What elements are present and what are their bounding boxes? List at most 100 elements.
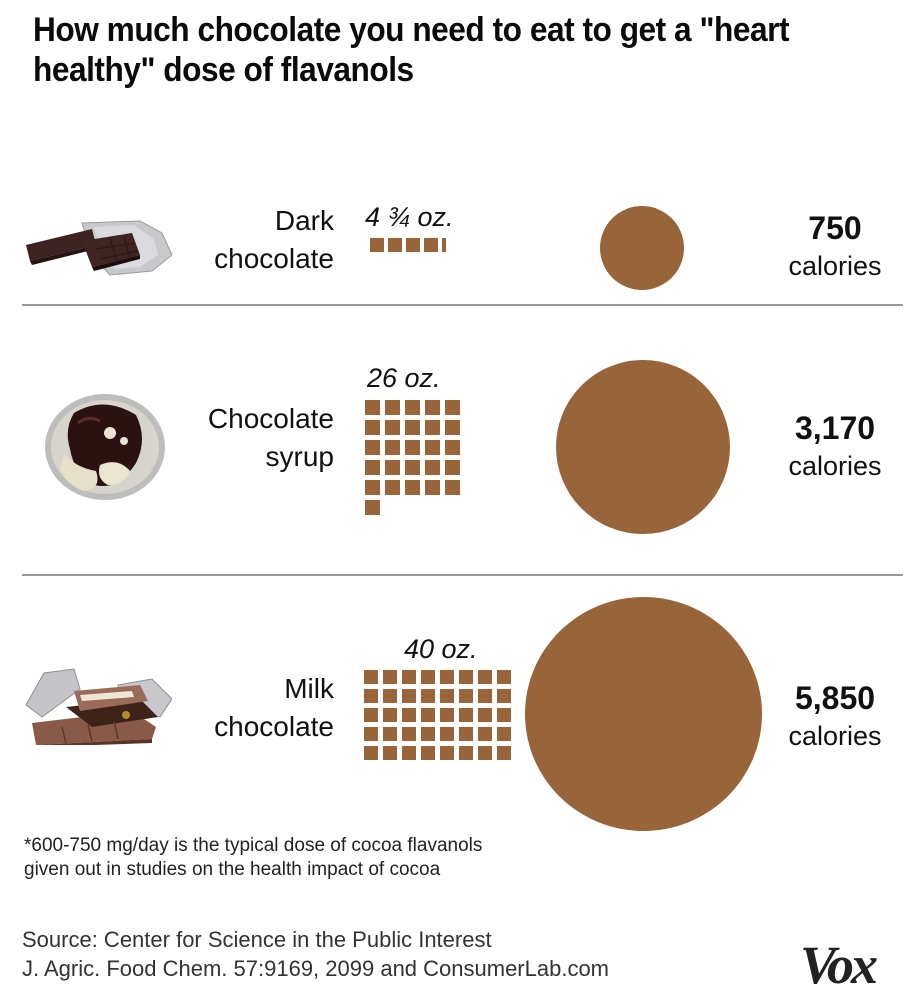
calories-milk-chocolate: 5,850 calories	[765, 678, 905, 754]
calories-unit: calories	[788, 721, 882, 751]
calories-dark-chocolate: 750 calories	[765, 208, 905, 284]
chocolate-syrup-bowl-image	[44, 393, 166, 501]
row-label-line1: Chocolate	[207, 403, 334, 434]
ounce-square	[364, 708, 378, 722]
ounce-square	[421, 708, 435, 722]
ounce-square	[405, 480, 420, 495]
ounce-square	[405, 420, 420, 435]
calories-unit: calories	[788, 251, 882, 281]
ounce-square	[383, 670, 397, 684]
ounce-square	[440, 689, 454, 703]
row-label-line2: chocolate	[214, 243, 334, 274]
ounce-square	[459, 670, 473, 684]
chart-title: How much chocolate you need to eat to ge…	[33, 11, 790, 89]
ounce-square	[365, 420, 380, 435]
calorie-circle-dark-chocolate	[600, 206, 684, 290]
amount-label-dark-chocolate: 4 ¾ oz.	[365, 202, 454, 232]
milk-chocolate-bar-image	[22, 665, 173, 747]
ounce-square	[385, 460, 400, 475]
source-credit: Source: Center for Science in the Public…	[22, 925, 782, 983]
ounce-square	[402, 727, 416, 741]
ounce-square	[445, 400, 460, 415]
ounce-square	[459, 746, 473, 760]
ounce-square	[497, 689, 511, 703]
ounce-square	[385, 480, 400, 495]
ounce-square	[365, 480, 380, 495]
ounce-square	[383, 689, 397, 703]
row-separator	[22, 574, 903, 576]
ounce-square	[459, 727, 473, 741]
calories-value: 750	[808, 210, 862, 246]
source-line-2: J. Agric. Food Chem. 57:9169, 2099 and C…	[22, 956, 610, 981]
ounce-square	[385, 420, 400, 435]
source-line-1: Source: Center for Science in the Public…	[22, 927, 492, 952]
row-label-line2: syrup	[265, 441, 334, 472]
ounce-square	[402, 746, 416, 760]
ounce-square	[497, 708, 511, 722]
row-label-chocolate-syrup: Chocolate syrup	[150, 400, 334, 476]
footnote: *600-750 mg/day is the typical dose of c…	[24, 835, 483, 880]
ounce-square	[365, 400, 380, 415]
ounce-square	[478, 689, 492, 703]
ounce-square	[440, 727, 454, 741]
ounce-square	[364, 727, 378, 741]
amount-label-chocolate-syrup: 26 oz.	[367, 363, 441, 393]
ounce-square	[440, 670, 454, 684]
calories-unit: calories	[788, 451, 882, 481]
ounce-square	[383, 708, 397, 722]
ounce-square	[402, 708, 416, 722]
calories-value: 5,850	[794, 680, 876, 716]
calories-value: 3,170	[794, 410, 876, 446]
ounce-square	[365, 500, 380, 515]
ounce-square	[421, 689, 435, 703]
ounce-squares-dark-chocolate	[370, 238, 460, 252]
ounce-square	[406, 238, 420, 252]
ounce-square	[440, 708, 454, 722]
row-label-milk-chocolate: Milk chocolate	[150, 670, 334, 746]
row-label-line1: Milk	[284, 673, 334, 704]
ounce-square	[405, 460, 420, 475]
ounce-square	[445, 420, 460, 435]
calorie-circle-chocolate-syrup	[556, 360, 730, 534]
ounce-square	[425, 400, 440, 415]
ounce-squares-milk-chocolate	[364, 670, 524, 765]
ounce-square	[405, 400, 420, 415]
ounce-square	[370, 238, 384, 252]
ounce-square	[425, 480, 440, 495]
ounce-square	[459, 708, 473, 722]
ounce-square	[402, 689, 416, 703]
ounce-square	[425, 460, 440, 475]
ounce-square	[445, 460, 460, 475]
ounce-square	[421, 746, 435, 760]
ounce-square	[385, 400, 400, 415]
ounce-square	[364, 670, 378, 684]
ounce-square	[478, 727, 492, 741]
ounce-square	[478, 670, 492, 684]
ounce-square	[388, 238, 402, 252]
row-label-line2: chocolate	[214, 711, 334, 742]
ounce-square	[421, 670, 435, 684]
amount-label-milk-chocolate: 40 oz.	[404, 634, 478, 664]
row-separator	[22, 304, 903, 306]
calories-chocolate-syrup: 3,170 calories	[765, 408, 905, 484]
ounce-square	[365, 440, 380, 455]
ounce-square	[425, 420, 440, 435]
ounce-square	[385, 440, 400, 455]
ounce-square	[383, 746, 397, 760]
calorie-circle-milk-chocolate	[525, 597, 762, 831]
ounce-square	[445, 480, 460, 495]
ounce-square	[497, 727, 511, 741]
ounce-square	[445, 440, 460, 455]
ounce-square	[424, 238, 438, 252]
row-label-dark-chocolate: Dark chocolate	[150, 202, 334, 278]
row-label-line1: Dark	[274, 205, 334, 236]
ounce-square	[497, 746, 511, 760]
ounce-square	[478, 746, 492, 760]
ounce-square	[364, 746, 378, 760]
ounce-square	[459, 689, 473, 703]
ounce-square	[402, 670, 416, 684]
ounce-square	[365, 460, 380, 475]
partial-ounce-square	[442, 238, 446, 252]
dark-chocolate-bar-image	[22, 215, 173, 280]
ounce-square	[440, 746, 454, 760]
